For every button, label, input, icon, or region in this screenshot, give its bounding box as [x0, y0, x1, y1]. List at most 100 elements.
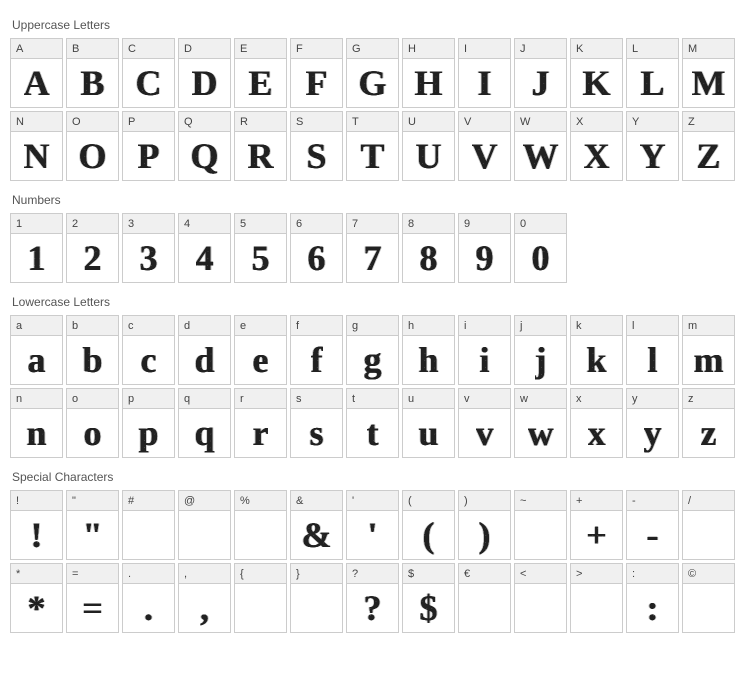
char-glyph [123, 511, 174, 559]
char-cell[interactable]: 55 [234, 213, 287, 283]
char-cell[interactable]: # [122, 490, 175, 560]
char-cell[interactable]: XX [570, 111, 623, 181]
char-cell[interactable]: < [514, 563, 567, 633]
char-cell[interactable]: gg [346, 315, 399, 385]
char-cell[interactable]: ee [234, 315, 287, 385]
char-cell[interactable]: PP [122, 111, 175, 181]
char-cell[interactable]: DD [178, 38, 231, 108]
char-cell[interactable]: 33 [122, 213, 175, 283]
char-cell[interactable]: -- [626, 490, 679, 560]
char-cell[interactable]: mm [682, 315, 735, 385]
char-cell[interactable]: FF [290, 38, 343, 108]
char-cell[interactable]: 22 [66, 213, 119, 283]
char-label: e [235, 316, 286, 336]
char-cell[interactable]: "" [66, 490, 119, 560]
char-cell[interactable]: GG [346, 38, 399, 108]
char-cell[interactable]: 44 [178, 213, 231, 283]
char-cell[interactable]: ll [626, 315, 679, 385]
char-cell[interactable]: UU [402, 111, 455, 181]
char-cell[interactable]: oo [66, 388, 119, 458]
char-cell[interactable]: xx [570, 388, 623, 458]
char-cell[interactable]: nn [10, 388, 63, 458]
char-cell[interactable]: '' [346, 490, 399, 560]
char-cell[interactable]: NN [10, 111, 63, 181]
char-cell[interactable]: II [458, 38, 511, 108]
char-cell[interactable]: HH [402, 38, 455, 108]
char-cell[interactable]: ** [10, 563, 63, 633]
char-cell[interactable]: && [290, 490, 343, 560]
char-cell[interactable]: OO [66, 111, 119, 181]
char-cell[interactable]: !! [10, 490, 63, 560]
section-title-uppercase: Uppercase Letters [12, 18, 738, 32]
char-cell[interactable]: EE [234, 38, 287, 108]
char-cell[interactable]: BB [66, 38, 119, 108]
char-cell[interactable]: 77 [346, 213, 399, 283]
char-cell[interactable]: YY [626, 111, 679, 181]
char-cell[interactable]: uu [402, 388, 455, 458]
char-cell[interactable]: ~ [514, 490, 567, 560]
char-cell[interactable]: :: [626, 563, 679, 633]
char-glyph [179, 511, 230, 559]
char-cell[interactable]: jj [514, 315, 567, 385]
char-cell[interactable]: > [570, 563, 623, 633]
char-cell[interactable]: pp [122, 388, 175, 458]
char-cell[interactable]: cc [122, 315, 175, 385]
char-glyph: A [11, 59, 62, 107]
char-glyph: ! [11, 511, 62, 559]
char-cell[interactable]: JJ [514, 38, 567, 108]
char-cell[interactable]: ZZ [682, 111, 735, 181]
char-cell[interactable]: $$ [402, 563, 455, 633]
char-glyph: Z [683, 132, 734, 180]
char-cell[interactable]: yy [626, 388, 679, 458]
char-cell[interactable]: LL [626, 38, 679, 108]
char-label: I [459, 39, 510, 59]
char-cell[interactable]: VV [458, 111, 511, 181]
char-cell[interactable]: bb [66, 315, 119, 385]
char-glyph: D [179, 59, 230, 107]
char-cell[interactable]: 66 [290, 213, 343, 283]
char-cell[interactable]: ,, [178, 563, 231, 633]
char-cell[interactable]: 88 [402, 213, 455, 283]
char-cell[interactable]: )) [458, 490, 511, 560]
char-cell[interactable]: ff [290, 315, 343, 385]
char-cell[interactable]: kk [570, 315, 623, 385]
char-cell[interactable]: QQ [178, 111, 231, 181]
char-cell[interactable]: hh [402, 315, 455, 385]
char-cell[interactable]: zz [682, 388, 735, 458]
char-cell[interactable]: © [682, 563, 735, 633]
char-cell[interactable]: .. [122, 563, 175, 633]
char-cell[interactable]: } [290, 563, 343, 633]
char-cell[interactable]: CC [122, 38, 175, 108]
char-cell[interactable]: SS [290, 111, 343, 181]
char-cell[interactable]: € [458, 563, 511, 633]
char-cell[interactable]: / [682, 490, 735, 560]
char-glyph: ( [403, 511, 454, 559]
char-cell[interactable]: dd [178, 315, 231, 385]
char-cell[interactable]: AA [10, 38, 63, 108]
char-cell[interactable]: ww [514, 388, 567, 458]
char-cell[interactable]: (( [402, 490, 455, 560]
char-cell[interactable]: KK [570, 38, 623, 108]
char-cell[interactable]: WW [514, 111, 567, 181]
char-cell[interactable]: MM [682, 38, 735, 108]
char-cell[interactable]: ii [458, 315, 511, 385]
char-cell[interactable]: ?? [346, 563, 399, 633]
char-cell[interactable]: ss [290, 388, 343, 458]
char-cell[interactable]: 99 [458, 213, 511, 283]
char-cell[interactable]: vv [458, 388, 511, 458]
char-cell[interactable]: % [234, 490, 287, 560]
char-label: $ [403, 564, 454, 584]
char-cell[interactable]: { [234, 563, 287, 633]
char-cell[interactable]: @ [178, 490, 231, 560]
char-cell[interactable]: 11 [10, 213, 63, 283]
char-cell[interactable]: rr [234, 388, 287, 458]
char-cell[interactable]: TT [346, 111, 399, 181]
char-cell[interactable]: tt [346, 388, 399, 458]
grid-uppercase: AABBCCDDEEFFGGHHIIJJKKLLMM NNOOPPQQRRSSTT… [10, 38, 738, 181]
char-cell[interactable]: == [66, 563, 119, 633]
char-cell[interactable]: aa [10, 315, 63, 385]
char-cell[interactable]: RR [234, 111, 287, 181]
char-cell[interactable]: 00 [514, 213, 567, 283]
char-cell[interactable]: qq [178, 388, 231, 458]
char-cell[interactable]: ++ [570, 490, 623, 560]
